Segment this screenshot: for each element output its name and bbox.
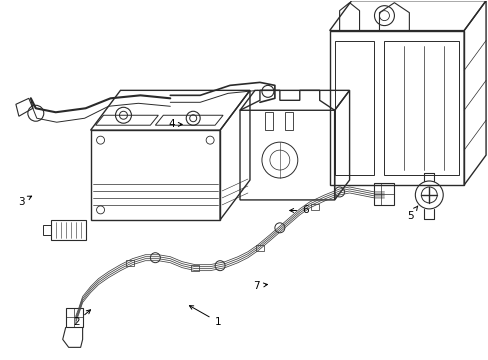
Text: 5: 5 [406,206,417,221]
Text: 1: 1 [189,306,221,327]
Text: 4: 4 [168,120,182,129]
Text: 3: 3 [18,196,32,207]
Text: 6: 6 [289,206,308,216]
Text: 7: 7 [253,281,267,291]
Text: 2: 2 [73,310,90,327]
